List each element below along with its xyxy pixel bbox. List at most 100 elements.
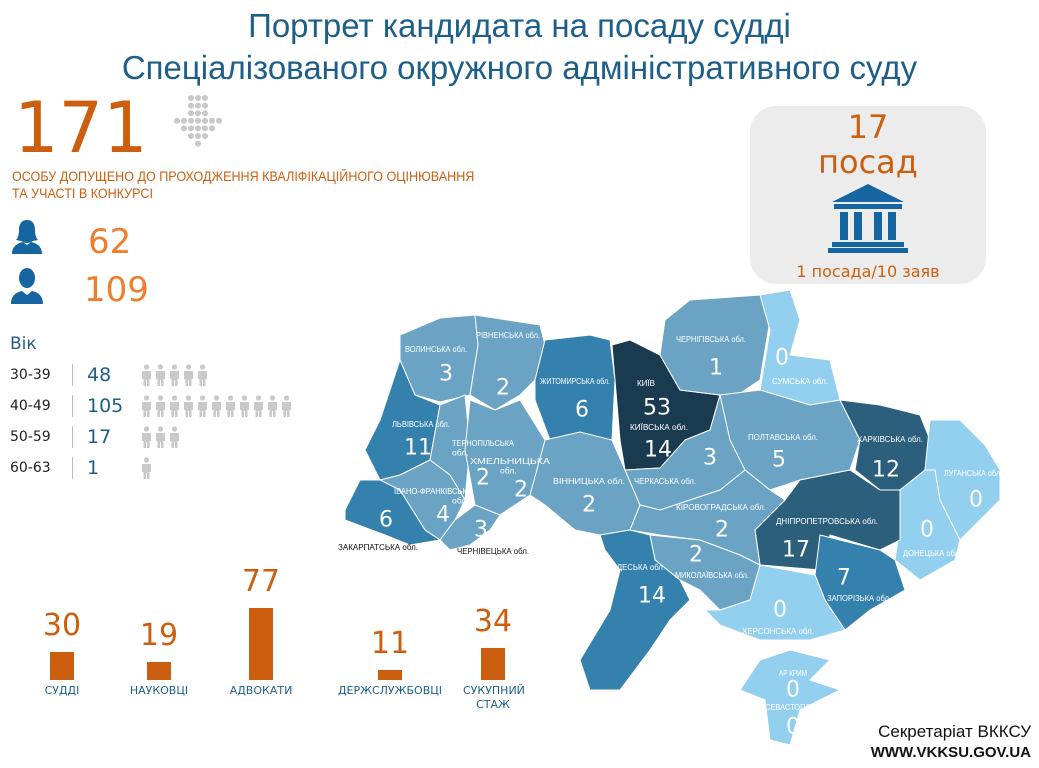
region-count: 0 <box>786 678 800 703</box>
person-icon <box>142 426 151 448</box>
region-name: АР КРИМ <box>779 668 807 678</box>
region-name: ТЕРНОПІЛЬСЬКА обл. <box>452 438 514 458</box>
region-count: 5 <box>772 448 786 473</box>
region-name: СЕВАСТОПОЛЬ <box>765 702 821 712</box>
person-icons <box>140 395 293 417</box>
age-range: 60-63 <box>10 460 51 476</box>
region-count: 3 <box>474 518 488 543</box>
bar-value: 77 <box>241 563 281 599</box>
region-name: ЧЕРНІВЕЦЬКА обл. <box>457 546 529 556</box>
person-icon <box>212 395 221 417</box>
arrow-dot <box>202 102 208 109</box>
age-count: 48 <box>72 364 140 386</box>
region-name: ХАРКІВСЬКА обл. <box>857 434 923 444</box>
region-count: 53 <box>643 396 671 421</box>
region-count: 1 <box>709 356 723 381</box>
arrow-dot <box>188 110 194 117</box>
bar-label: СУКУПНИЙ СТАЖ <box>463 684 525 711</box>
arrow-dot <box>181 117 187 124</box>
region-count: 14 <box>638 584 666 609</box>
bar-value: 34 <box>473 604 513 640</box>
arrow-dot <box>195 140 201 147</box>
person-icons <box>140 364 209 386</box>
map-region <box>703 564 846 641</box>
age-row: 30-39 48 <box>10 362 209 388</box>
region-name: ОДЕСЬКА обл. <box>611 562 665 572</box>
region-count: 3 <box>703 446 717 471</box>
courthouse-icon <box>828 184 908 253</box>
person-icon <box>226 395 235 417</box>
bar-value: 30 <box>42 607 82 643</box>
arrow-dot <box>195 102 201 109</box>
region-name: ДНІПРОПЕТРОВСЬКА обл. <box>776 516 878 526</box>
bar-label: ДЕРЖСЛУЖБОВЦІ <box>337 684 443 697</box>
map-region <box>759 289 841 406</box>
age-row: 50-59 17 <box>10 424 181 450</box>
region-count: 6 <box>379 508 393 533</box>
person-icon <box>254 395 263 417</box>
age-row: 40-49 105 <box>10 393 293 419</box>
region-name: ЛУГАНСЬКА обл. <box>944 468 1002 478</box>
region-name: ДОНЕЦЬКА обл. <box>903 548 961 558</box>
age-row: 60-63 1 <box>10 455 153 481</box>
bar-value: 11 <box>370 625 410 661</box>
region-count: 0 <box>786 715 800 740</box>
arrow-dot <box>195 95 201 101</box>
admitted-text-line1: ОСОБУ ДОПУЩЕНО ДО ПРОХОДЖЕННЯ КВАЛІФІКАЦ… <box>12 169 475 184</box>
region-name: ЧЕРКАСЬКА обл. <box>634 476 696 486</box>
bar <box>147 662 171 680</box>
arrow-dot <box>195 110 201 117</box>
region-name: ІВАНО-ФРАНКІВСЬКА обл. <box>394 486 472 506</box>
age-range: 30-39 <box>10 367 51 383</box>
bar <box>249 607 273 680</box>
region-name: МИКОЛАЇВСЬКА обл. <box>675 570 749 580</box>
positions-word: посад <box>818 143 918 181</box>
arrow-dot <box>202 95 208 101</box>
region-count: 2 <box>715 518 729 543</box>
map-region <box>534 334 616 446</box>
region-count: 14 <box>644 438 672 463</box>
region-count: 11 <box>404 436 432 461</box>
map-region <box>469 314 546 411</box>
footer-url[interactable]: WWW.VKKSU.GOV.UA <box>870 744 1031 761</box>
region-name: КІРОВОГРАДСЬКА обл. <box>676 502 766 512</box>
title-line-2: Спеціалізованого окружного адміністратив… <box>121 49 918 86</box>
person-icon <box>156 395 165 417</box>
age-range: 50-59 <box>10 429 51 445</box>
dotted-arrow-icon <box>174 95 222 147</box>
region-name: КИЇВСЬКА обл. <box>630 422 688 432</box>
age-range: 40-49 <box>10 398 51 414</box>
map-region <box>629 469 786 566</box>
arrow-dot <box>188 102 194 109</box>
region-name: КИЇВ <box>637 378 655 388</box>
bar-label: СУДДІ <box>44 684 80 697</box>
bar <box>50 651 74 680</box>
region-count: 0 <box>775 346 789 371</box>
arrow-dot <box>202 117 208 124</box>
region-count: 17 <box>782 538 810 563</box>
region-count: 4 <box>436 503 450 528</box>
person-icon <box>184 364 193 386</box>
map-region <box>579 529 691 691</box>
bar-value: 19 <box>139 618 179 654</box>
bar <box>378 669 402 680</box>
map-region <box>659 294 771 401</box>
age-count: 105 <box>72 395 140 417</box>
arrow-dot <box>188 95 194 101</box>
person-icon <box>142 364 151 386</box>
title-line-1: Портрет кандидата на посаду судді <box>248 7 791 44</box>
arrow-dot <box>209 117 215 124</box>
map-region <box>739 649 842 746</box>
positions-box: 17 посад 1 посада/10 заяв <box>750 106 986 284</box>
region-count: 2 <box>514 478 528 503</box>
arrow-dot <box>195 117 201 124</box>
male-icon <box>11 268 43 304</box>
region-count: 2 <box>496 376 510 401</box>
female-count: 62 <box>88 222 132 262</box>
region-count: 0 <box>969 488 983 513</box>
person-icon <box>268 395 277 417</box>
map-region <box>439 504 501 551</box>
person-icon <box>170 364 179 386</box>
admitted-text-line2: ТА УЧАСТІ В КОНКУРСІ <box>12 186 153 201</box>
